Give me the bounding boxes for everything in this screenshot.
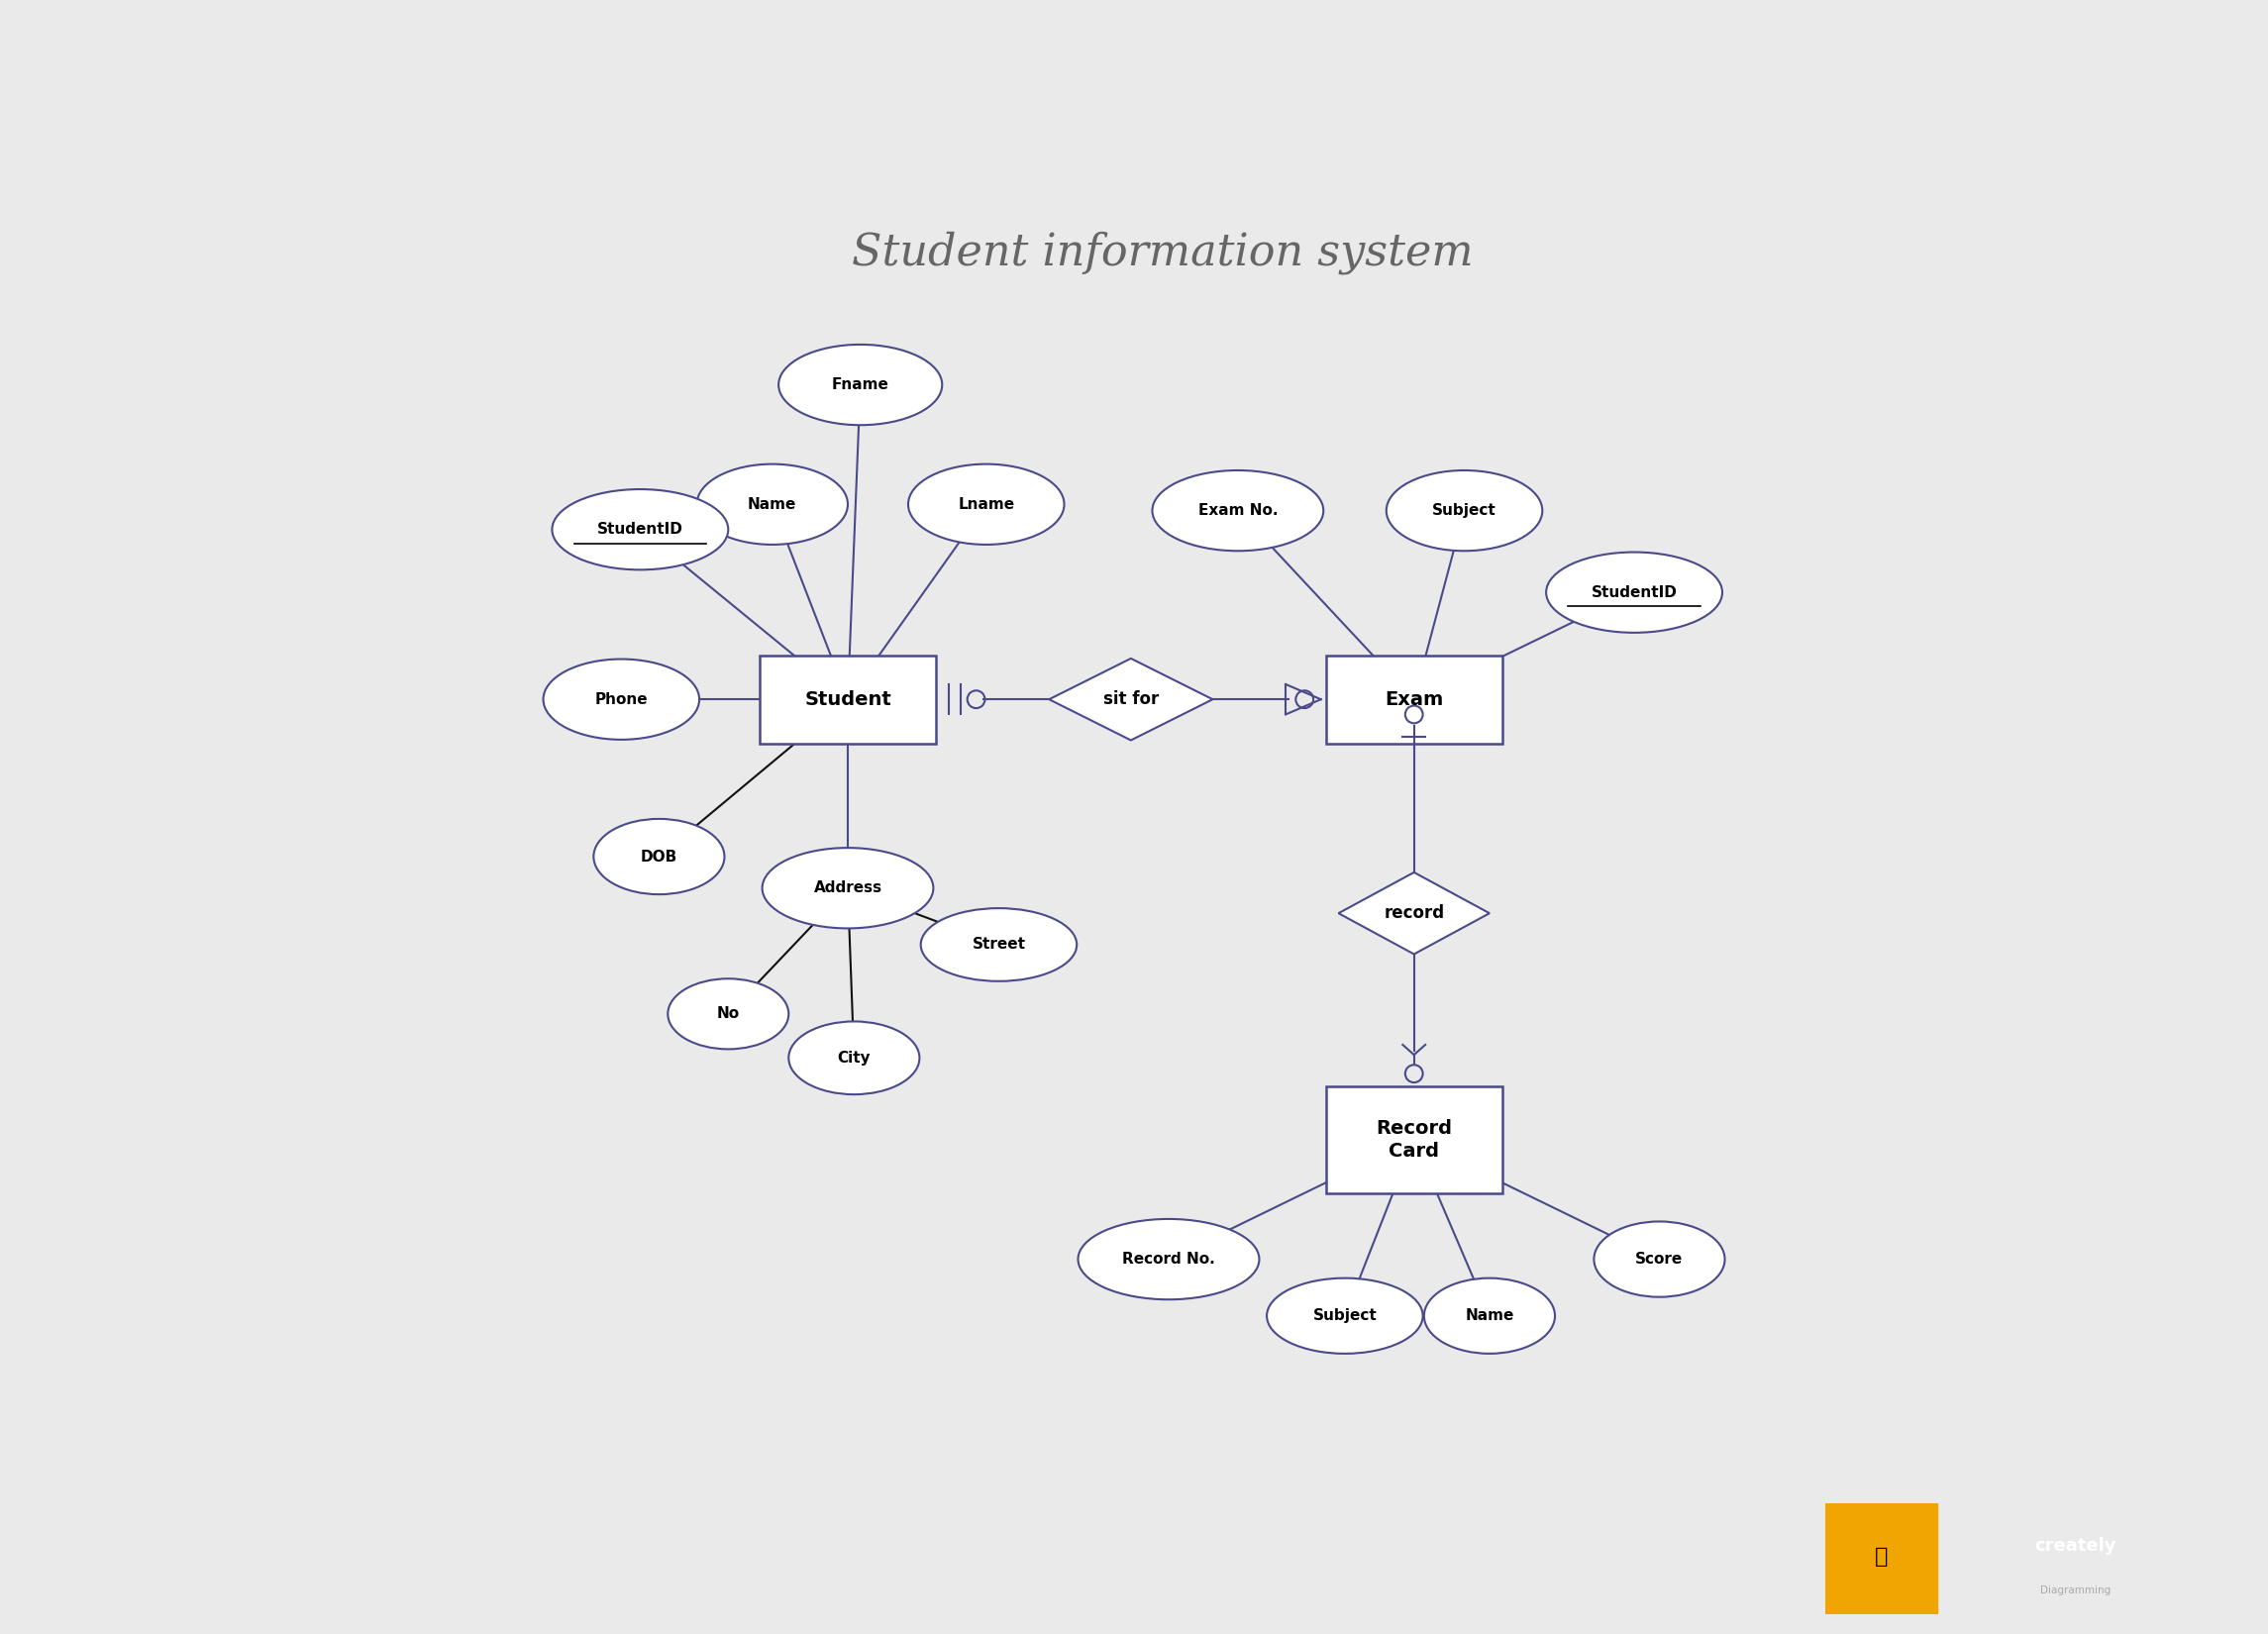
- Text: Name: Name: [1465, 1309, 1515, 1324]
- Text: 💡: 💡: [1876, 1547, 1887, 1567]
- Text: Student information system: Student information system: [850, 230, 1474, 275]
- Text: Fname: Fname: [832, 377, 889, 392]
- Text: Name: Name: [748, 497, 796, 511]
- Text: Student: Student: [805, 690, 891, 709]
- FancyBboxPatch shape: [1327, 655, 1501, 743]
- Ellipse shape: [778, 345, 941, 425]
- Ellipse shape: [551, 489, 728, 570]
- Ellipse shape: [1424, 1278, 1556, 1353]
- Text: Subject: Subject: [1313, 1309, 1377, 1324]
- Text: Lname: Lname: [957, 497, 1014, 511]
- Text: StudentID: StudentID: [596, 523, 683, 538]
- Ellipse shape: [1077, 1219, 1259, 1299]
- Ellipse shape: [907, 464, 1064, 544]
- Ellipse shape: [1268, 1278, 1422, 1353]
- FancyBboxPatch shape: [760, 655, 937, 743]
- Text: Street: Street: [973, 938, 1025, 953]
- Ellipse shape: [1386, 471, 1542, 551]
- Ellipse shape: [1594, 1222, 1724, 1297]
- Ellipse shape: [1152, 471, 1325, 551]
- Text: StudentID: StudentID: [1592, 585, 1678, 600]
- Ellipse shape: [762, 848, 934, 928]
- Text: City: City: [837, 1051, 871, 1065]
- Polygon shape: [1338, 873, 1490, 954]
- Text: DOB: DOB: [640, 850, 678, 864]
- Text: Exam No.: Exam No.: [1198, 503, 1277, 518]
- Bar: [1826, 1503, 1937, 1614]
- Text: Score: Score: [1635, 1252, 1683, 1266]
- Text: sit for: sit for: [1102, 691, 1159, 708]
- Text: Address: Address: [814, 881, 882, 895]
- Ellipse shape: [544, 659, 699, 740]
- Ellipse shape: [921, 909, 1077, 980]
- Ellipse shape: [594, 819, 723, 894]
- Text: record: record: [1383, 904, 1445, 922]
- Text: creately: creately: [2034, 1536, 2116, 1554]
- Text: Record No.: Record No.: [1123, 1252, 1216, 1266]
- Text: Diagramming: Diagramming: [2041, 1585, 2112, 1595]
- Polygon shape: [1050, 659, 1213, 740]
- Text: Phone: Phone: [594, 691, 649, 708]
- Text: Exam: Exam: [1386, 690, 1442, 709]
- Ellipse shape: [1547, 552, 1721, 632]
- Text: Subject: Subject: [1433, 503, 1497, 518]
- Ellipse shape: [696, 464, 848, 544]
- Text: Record
Card: Record Card: [1377, 1119, 1452, 1160]
- FancyBboxPatch shape: [1327, 1087, 1501, 1193]
- Text: No: No: [717, 1007, 739, 1021]
- Ellipse shape: [789, 1021, 919, 1095]
- Ellipse shape: [667, 979, 789, 1049]
